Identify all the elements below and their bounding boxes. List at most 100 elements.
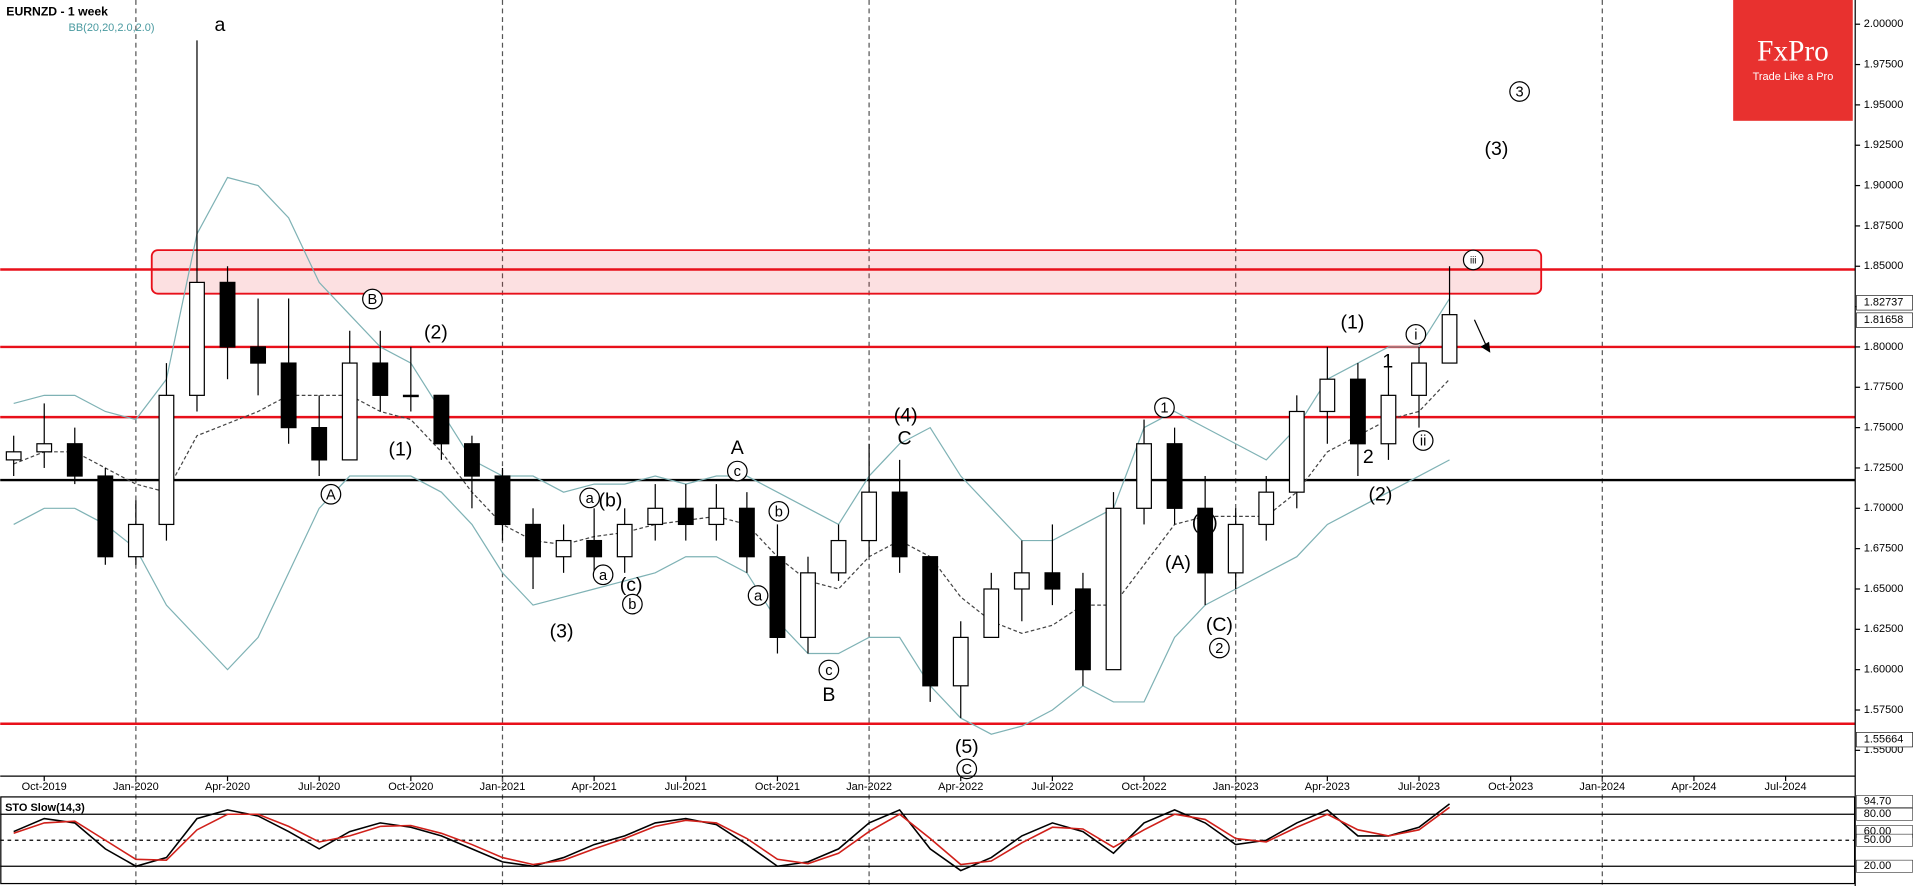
x-tick-label: Apr-2022: [938, 781, 983, 793]
logo-box: [1733, 0, 1853, 121]
wave-label: a: [599, 568, 608, 584]
wave-circle: [1405, 324, 1427, 345]
wave-circle: [1509, 81, 1530, 102]
wave-label: (4): [894, 404, 918, 426]
y-tick-label: 1.65000: [1864, 583, 1904, 595]
plot-layer: aB(2)(1)A(3)a (b)a (c)bAcbacB(4)C(5)C1(B)(…: [0, 14, 1856, 872]
candle-body: [891, 491, 908, 558]
wave-circle: [956, 758, 978, 780]
wave-label: i: [1414, 327, 1417, 343]
oscillator-label-box: [1856, 859, 1913, 873]
logo-name: FxPro: [1757, 35, 1829, 67]
oscillator-label-box: [1856, 833, 1913, 847]
candle-body: [586, 539, 603, 558]
candle-body: [1380, 394, 1397, 445]
wave-label: a: [586, 491, 595, 507]
wave-label: a: [214, 14, 225, 36]
wave-label: ii: [1420, 434, 1427, 450]
x-tick-label: Jul-2022: [1031, 781, 1073, 793]
candle-body: [830, 539, 847, 574]
price-label: 1.82737: [1864, 297, 1904, 309]
candle-body: [1136, 443, 1152, 509]
wave-circle: [747, 585, 769, 606]
y-tick-label: 1.72500: [1864, 462, 1904, 474]
bollinger-lower: [13, 459, 1450, 735]
wave-circle: [622, 593, 643, 615]
wave-label: (2): [424, 321, 448, 343]
price-label-box: [1856, 732, 1913, 748]
wave-label: (2): [1369, 484, 1393, 506]
wave-label: (3): [1484, 138, 1508, 160]
y-tick-label: 1.62500: [1864, 623, 1904, 635]
wave-label: c: [734, 464, 741, 480]
wave-label: (B): [1192, 512, 1218, 534]
candle-body: [922, 556, 939, 687]
candle-body: [1258, 491, 1275, 526]
candle-body: [36, 443, 53, 453]
y-tick-label: 1.95000: [1864, 99, 1904, 111]
y-tick-label: 1.77500: [1864, 381, 1904, 393]
candle-body: [1105, 507, 1122, 671]
candle-body: [311, 427, 328, 461]
candle-body: [616, 523, 633, 558]
oscillator-line: [13, 806, 1451, 866]
candle-body: [769, 556, 786, 639]
candle-body: [555, 539, 572, 558]
y-tick-label: 1.75000: [1864, 422, 1904, 434]
candle-body: [66, 443, 83, 477]
candle-body: [402, 394, 419, 398]
chart-title: EURNZD - 1 week: [6, 4, 108, 18]
candle-body: [677, 507, 694, 526]
y-tick-label: 1.90000: [1864, 179, 1904, 191]
candle-body: [127, 523, 144, 558]
x-tick-label: Jul-2020: [298, 781, 340, 793]
candle-body: [494, 475, 511, 526]
wave-label: b: [775, 504, 783, 520]
candle-body: [1044, 572, 1061, 590]
candle-body: [1197, 507, 1214, 574]
wave-label: C: [961, 762, 972, 778]
x-tick-label: Apr-2020: [205, 781, 250, 793]
wave-label: (1): [1340, 312, 1364, 334]
candle-body: [280, 362, 297, 429]
x-tick-label: Apr-2021: [572, 781, 617, 793]
candle-body: [219, 281, 236, 348]
candle-body: [647, 507, 664, 526]
candle-body: [250, 346, 267, 364]
wave-label: 1: [1382, 351, 1393, 373]
wave-label: (3): [550, 620, 574, 642]
wave-circle: [362, 288, 383, 310]
x-tick-label: Jul-2024: [1765, 781, 1807, 793]
candle-body: [1288, 410, 1305, 493]
wave-label: (C): [1206, 614, 1233, 636]
wave-label: A: [326, 487, 336, 503]
candle-body: [708, 507, 725, 526]
candle-body: [1441, 314, 1458, 364]
candle-body: [861, 491, 878, 542]
wave-label: a: [754, 589, 763, 605]
wave-label: (b): [598, 490, 622, 512]
x-tick-label: Oct-2022: [1121, 781, 1166, 793]
oscillator-tick-label: 80.00: [1864, 808, 1891, 820]
price-label-box: [1856, 295, 1913, 311]
candle-body: [525, 523, 541, 558]
y-tick-label: 1.85000: [1864, 260, 1904, 272]
oscillator-title: STO Slow(14,3): [5, 802, 85, 814]
y-tick-label: 1.87500: [1864, 220, 1904, 232]
wave-circle: [1154, 397, 1175, 418]
wave-circle: [1209, 637, 1230, 659]
y-tick-label: 1.70000: [1864, 502, 1904, 514]
oscillator-label-box: [1856, 795, 1913, 808]
x-tick-label: Jul-2021: [665, 781, 707, 793]
wave-label: A: [731, 437, 744, 459]
wave-label: B: [822, 684, 835, 706]
y-tick-label: 1.80000: [1864, 341, 1904, 353]
wave-circle: [320, 483, 342, 505]
logo-tagline: Trade Like a Pro: [1753, 71, 1834, 83]
x-tick-label: Oct-2023: [1488, 781, 1533, 793]
candle-body: [800, 572, 816, 639]
wave-label: 2: [1363, 446, 1374, 468]
candle-body: [952, 636, 969, 687]
